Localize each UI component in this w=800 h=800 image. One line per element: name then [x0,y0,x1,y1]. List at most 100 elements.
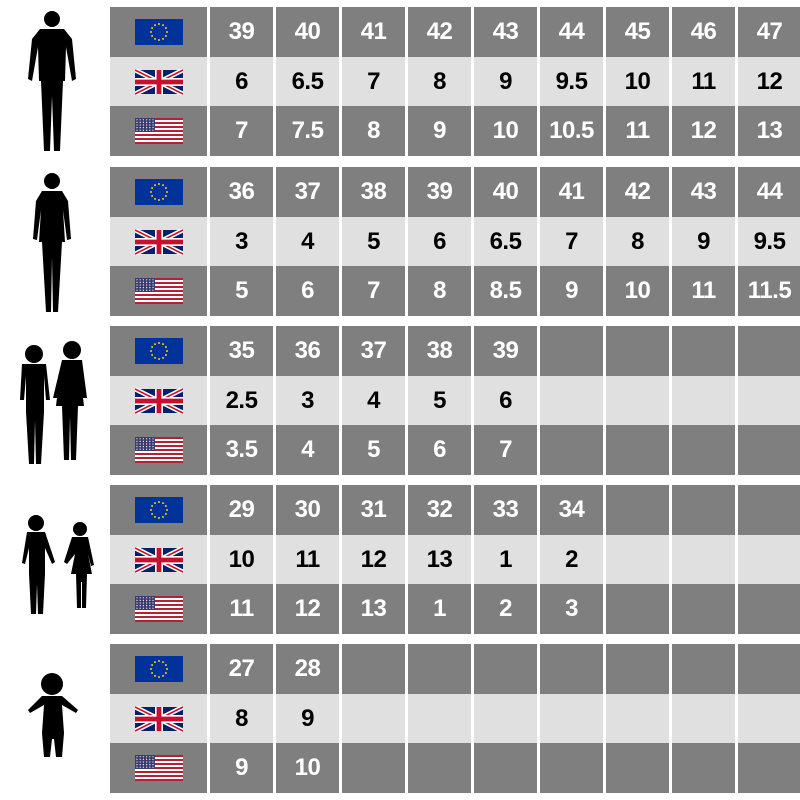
eu-size-cell: 44 [738,167,800,217]
size-group: 36 37 38 39 40 41 42 43 44 3 4 5 6 6.5 7 8 9 9.5 5 6 7 8 8.5 9 1… [0,167,800,316]
us-size-cell: 5 [342,425,405,475]
eu-size-cell: 39 [474,326,537,376]
uk-size-cell [606,376,669,425]
uk-size-cell [342,694,405,743]
uk-size-cell [738,376,800,425]
uk-size-cell: 5 [342,217,405,266]
uk-size-cell: 8 [606,217,669,266]
us-size-cell: 2 [474,584,537,634]
eu-size-cell [672,485,735,535]
us-size-cell: 8.5 [474,266,537,316]
us-size-cell: 6 [408,425,471,475]
us-size-cell: 10 [606,266,669,316]
us-size-cell: 3.5 [210,425,273,475]
us-size-cell [474,743,537,793]
us-flag-icon [110,266,207,316]
uk-size-cell: 9 [474,57,537,106]
woman-icon [0,167,108,316]
eu-size-cell: 29 [210,485,273,535]
uk-size-cell: 12 [738,57,800,106]
uk-size-cell: 3 [210,217,273,266]
uk-size-cell: 13 [408,535,471,584]
eu-size-cell [606,644,669,694]
eu-size-cell [606,485,669,535]
eu-flag-icon [110,167,207,217]
eu-size-cell: 41 [342,7,405,57]
us-size-cell: 11.5 [738,266,800,316]
uk-size-cell: 9 [276,694,339,743]
eu-size-cell: 43 [474,7,537,57]
uk-size-cell: 7 [540,217,603,266]
us-size-cell [606,584,669,634]
uk-size-cell [540,376,603,425]
us-size-cell: 7 [210,106,273,156]
uk-size-cell [672,376,735,425]
eu-size-cell [738,644,800,694]
eu-size-cell: 31 [342,485,405,535]
uk-size-cell: 6.5 [276,57,339,106]
eu-size-cell: 45 [606,7,669,57]
us-size-cell: 11 [672,266,735,316]
us-size-cell [738,425,800,475]
eu-size-cell: 36 [210,167,273,217]
uk-size-cell [408,694,471,743]
uk-size-cell: 6.5 [474,217,537,266]
eu-size-cell [606,326,669,376]
uk-size-cell: 9.5 [540,57,603,106]
eu-flag-icon [110,644,207,694]
eu-size-cell [342,644,405,694]
us-flag-icon [110,106,207,156]
uk-size-cell: 6 [408,217,471,266]
uk-size-cell: 10 [606,57,669,106]
us-size-cell: 10.5 [540,106,603,156]
eu-size-cell: 40 [474,167,537,217]
size-group: 29 30 31 32 33 34 10 11 12 13 1 2 11 12 13 1 2 3 [0,485,800,634]
eu-size-cell: 46 [672,7,735,57]
us-size-cell [342,743,405,793]
uk-size-cell: 9.5 [738,217,800,266]
size-group: 35 36 37 38 39 2.5 3 4 5 6 3.5 4 5 6 7 [0,326,800,475]
us-size-cell: 4 [276,425,339,475]
us-size-cell: 9 [210,743,273,793]
eu-size-cell: 41 [540,167,603,217]
eu-flag-icon [110,326,207,376]
eu-size-cell [738,485,800,535]
us-size-cell [672,743,735,793]
uk-size-cell: 6 [474,376,537,425]
uk-size-cell: 8 [408,57,471,106]
eu-size-cell: 27 [210,644,273,694]
eu-size-cell: 47 [738,7,800,57]
uk-size-cell [738,535,800,584]
us-size-cell [606,743,669,793]
uk-size-cell [672,694,735,743]
uk-size-cell [672,535,735,584]
uk-size-cell: 11 [672,57,735,106]
uk-size-cell: 11 [276,535,339,584]
us-size-cell: 13 [342,584,405,634]
us-size-cell: 12 [276,584,339,634]
us-size-cell [606,425,669,475]
uk-flag-icon [110,694,207,743]
uk-size-cell: 1 [474,535,537,584]
us-size-cell: 10 [474,106,537,156]
kids-holding-hands-icon [0,485,108,634]
uk-size-cell [606,694,669,743]
eu-size-cell: 37 [276,167,339,217]
us-size-cell: 10 [276,743,339,793]
eu-size-cell [672,326,735,376]
uk-flag-icon [110,376,207,425]
uk-size-cell: 2 [540,535,603,584]
uk-flag-icon [110,57,207,106]
uk-flag-icon [110,217,207,266]
uk-size-cell: 3 [276,376,339,425]
us-size-cell: 7 [342,266,405,316]
us-size-cell [540,425,603,475]
uk-size-cell: 4 [342,376,405,425]
eu-size-cell: 36 [276,326,339,376]
eu-size-cell: 43 [672,167,735,217]
uk-flag-icon [110,535,207,584]
eu-size-cell: 38 [342,167,405,217]
uk-size-cell: 12 [342,535,405,584]
eu-size-cell: 30 [276,485,339,535]
eu-size-cell [540,644,603,694]
